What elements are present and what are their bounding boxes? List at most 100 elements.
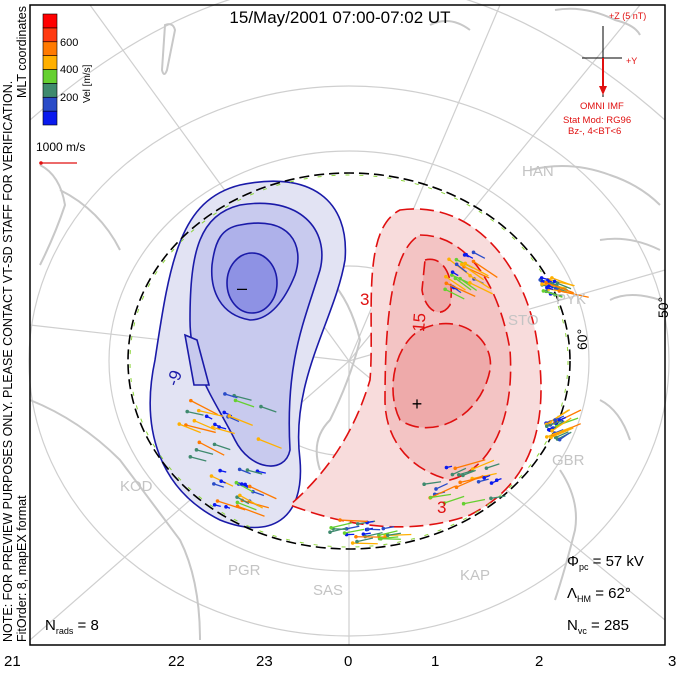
velocity-vectors: [177, 250, 589, 545]
vector-origin: [259, 404, 263, 409]
vector-origin: [460, 262, 464, 267]
velocity-vector: [454, 277, 472, 291]
vector-origin: [454, 262, 459, 267]
velocity-colorbar: [42, 13, 58, 126]
velocity-vector: [456, 474, 484, 488]
velocity-vector: [424, 481, 442, 485]
vector-origin: [350, 541, 355, 545]
colorbar-segment: [42, 110, 58, 126]
stat-value: = 285: [591, 617, 629, 634]
velocity-vector: [546, 420, 563, 427]
velocity-vector: [235, 399, 255, 408]
velocity-vector: [217, 500, 246, 511]
velocity-vector: [435, 482, 448, 490]
velocity-vector: [329, 527, 347, 533]
velocity-vector: [199, 441, 225, 456]
stat-symbol: N: [45, 617, 56, 634]
vector-origin: [550, 428, 554, 433]
velocity-vector: [490, 495, 506, 499]
velocity-vector: [545, 282, 574, 294]
velocity-vector: [555, 431, 569, 439]
vector-origin: [185, 409, 190, 414]
velocity-vector: [236, 496, 250, 505]
vector-origin: [450, 270, 455, 274]
vector-origin: [434, 487, 438, 491]
velocity-vector: [185, 424, 216, 434]
plot-frame: [29, 4, 666, 646]
velocity-vector: [543, 290, 563, 298]
vector-origin: [458, 480, 462, 485]
imf-model: Stat Mod: RG96: [563, 115, 632, 126]
velocity-vector: [237, 505, 265, 517]
velocity-vector: [464, 262, 489, 277]
vector-origin: [239, 482, 244, 486]
vector-origin: [196, 408, 201, 413]
velocity-vector: [446, 282, 476, 297]
cross-polar-potential: Φpc = 57 kV: [567, 553, 644, 572]
vector-origin: [454, 257, 459, 262]
mlt-tick-label: 21: [4, 653, 21, 670]
vector-origin: [238, 493, 242, 498]
colorbar-segment: [42, 13, 58, 29]
vector-origin: [458, 276, 462, 281]
contour-label: 15: [409, 312, 430, 333]
stat-symbol: Φ: [567, 553, 579, 570]
velocity-vector: [551, 417, 572, 432]
vector-origin: [245, 468, 250, 472]
velocity-vector: [237, 501, 257, 511]
vector-origin: [218, 468, 222, 473]
colorbar-segment: [42, 41, 58, 56]
velocity-vector: [473, 260, 498, 278]
velocity-vector: [383, 526, 395, 530]
velocity-vector: [239, 494, 263, 509]
fit-note: FitOrder: 8, mapEX format: [15, 495, 29, 642]
vector-origin: [204, 414, 209, 419]
mlt-tick-label: 23: [256, 653, 273, 670]
vector-origin: [544, 280, 548, 285]
velocity-vector: [198, 410, 224, 417]
velocity-vector: [469, 275, 490, 289]
velocity-vector: [430, 493, 452, 499]
vector-origin: [453, 276, 458, 281]
stat-subscript: pc: [578, 562, 589, 572]
stat-subscript: rads: [55, 626, 74, 636]
vector-origin: [428, 495, 433, 500]
vector-origin: [454, 485, 459, 490]
radar-count: Nrads = 8: [45, 617, 99, 636]
radar-station-sas: SAS: [313, 582, 344, 599]
vector-origin: [212, 503, 217, 507]
imf-condition: Bz-, 4<BT<6: [568, 126, 622, 137]
velocity-vector: [179, 423, 201, 434]
vector-origin: [223, 392, 227, 396]
vector-origin: [540, 282, 544, 286]
velocity-vector: [365, 531, 383, 538]
velocity-vector: [249, 485, 277, 500]
vector-origin: [227, 414, 232, 418]
vector-origin: [385, 533, 390, 538]
vector-origin: [247, 484, 252, 489]
radar-station-kap: KAP: [460, 567, 491, 584]
vector-origin: [456, 472, 461, 477]
vector-origin: [422, 482, 426, 487]
imf-source: OMNI IMF: [580, 101, 624, 112]
velocity-vector: [356, 537, 374, 543]
vector-origin: [489, 481, 494, 485]
velocity-vector: [212, 426, 235, 435]
velocity-vector: [472, 459, 495, 470]
stat-value: = 8: [77, 617, 99, 634]
vector-origin: [224, 505, 228, 509]
vector-origin: [546, 427, 551, 432]
colorbar-segment: [42, 55, 58, 70]
velocity-vector: [339, 519, 368, 523]
velocity-vector: [455, 459, 486, 469]
velocity-vector: [429, 485, 456, 499]
velocity-vector: [557, 282, 572, 290]
vector-origin: [233, 398, 238, 403]
radar-station-kod: KOD: [120, 478, 153, 495]
contour-label: 3: [437, 498, 447, 517]
colorbar-tick: 400: [60, 64, 79, 76]
vector-origin: [552, 279, 557, 284]
colorbar-label: Vel [m/s]: [82, 64, 93, 103]
lat-label-60: 60°: [574, 328, 590, 350]
velocity-vector: [444, 495, 465, 504]
